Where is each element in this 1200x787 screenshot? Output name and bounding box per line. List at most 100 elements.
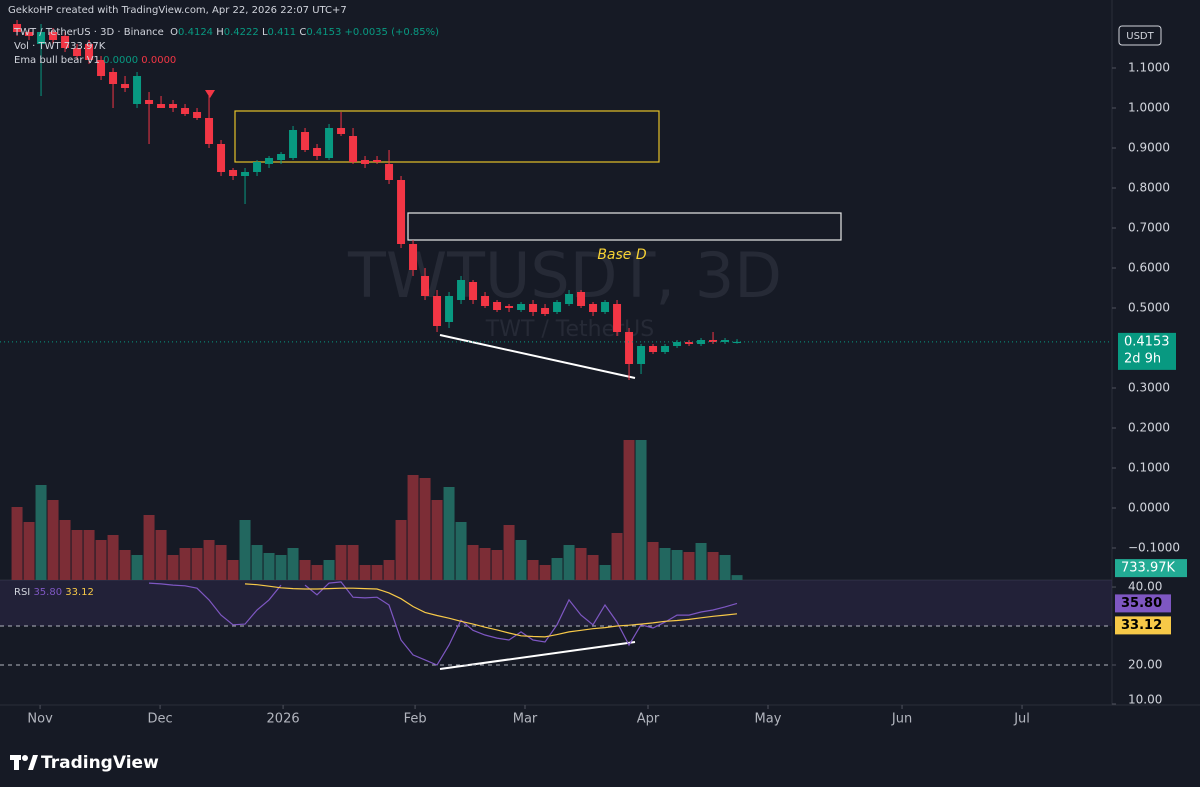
volume-bar [23, 522, 35, 580]
volume-bar [695, 543, 707, 580]
candle-body [37, 32, 46, 44]
candle-body [493, 302, 502, 310]
candle-body [433, 296, 442, 326]
price-box [1118, 332, 1176, 370]
volume-bar [527, 560, 539, 580]
legend-value: 35.80 [33, 587, 63, 598]
candle-body [61, 36, 70, 48]
volume-bar [287, 548, 299, 580]
annotation-label: Base D [597, 247, 647, 263]
y-tick-label: 20.00 [1128, 657, 1162, 671]
volume-bar [47, 500, 59, 580]
volume-bar [443, 487, 455, 580]
x-tick-label: May [755, 712, 782, 727]
volume-bar [35, 485, 47, 580]
rsi-band [0, 580, 1112, 627]
candle-body [565, 294, 574, 304]
x-tick-label: Apr [637, 712, 660, 727]
candle-body [685, 342, 694, 344]
candle-body [661, 346, 670, 352]
price-box-label: 0.4153 [1124, 334, 1170, 349]
watermark: TWTUSDT, 3D [347, 239, 782, 312]
volume-bar [263, 553, 275, 580]
volume-bar [323, 560, 335, 580]
supply-zone [234, 110, 660, 163]
legend-indicator: Ema bull bear V1 0.0000 0.0000 [14, 55, 176, 66]
candle-body [301, 132, 310, 150]
volume-bar [647, 542, 659, 580]
y-tick-label: 0.1000 [1128, 461, 1170, 475]
candle-body [625, 332, 634, 364]
volume-bar [539, 565, 551, 580]
volume-bar [503, 525, 515, 580]
volume-bar [239, 520, 251, 580]
candle-body [277, 154, 286, 160]
volume-bar [275, 555, 287, 580]
candle-body [373, 160, 382, 162]
candle-body [697, 340, 706, 344]
x-tick-label: Mar [513, 712, 538, 727]
legend-value: 0.4124 [178, 27, 214, 38]
candle-body [25, 32, 34, 36]
y-tick-label: 0.0000 [1128, 501, 1170, 515]
candle-body [181, 108, 190, 114]
legend-key: L [261, 27, 268, 38]
legend-key: O [170, 27, 179, 38]
volume-bar [215, 545, 227, 580]
attribution: GekkoHP created with TradingView.com, Ap… [8, 5, 347, 16]
candle-body [289, 130, 298, 158]
candle-body [457, 280, 466, 300]
candle-body [673, 342, 682, 346]
x-tick-label: Feb [404, 712, 427, 727]
volume-bar [551, 558, 563, 580]
currency-box [1118, 25, 1162, 46]
candle-body [109, 72, 118, 84]
rsi-line [148, 581, 738, 666]
volume-bar [683, 552, 695, 580]
y-tick-label: 1.1000 [1128, 61, 1170, 75]
volume-bar [431, 500, 443, 580]
legend-value: 0.4222 [223, 27, 259, 38]
volume-bar [671, 550, 683, 580]
candle-body [637, 346, 646, 364]
candle-body [313, 148, 322, 156]
volume-bar [299, 560, 311, 580]
candle-body [649, 346, 658, 352]
legend-symbol: TWT / TetherUS · 3D · Binance [14, 27, 164, 38]
legend-key: H [216, 27, 224, 38]
candle-body [469, 282, 478, 300]
y-tick-label: 0.5000 [1128, 301, 1170, 315]
volume-bar [119, 550, 131, 580]
volume-bar [95, 540, 107, 580]
candle-body [517, 304, 526, 310]
volume-bar [479, 548, 491, 580]
candle-body [601, 302, 610, 312]
signal-marker [205, 90, 215, 98]
legend-change: +0.0035 (+0.85%) [344, 27, 440, 38]
candle-body [205, 118, 214, 144]
volume-bar [347, 545, 359, 580]
volume-bar [227, 560, 239, 580]
volume-bar [515, 540, 527, 580]
y-tick-label: 0.3000 [1128, 381, 1170, 395]
legend-key: C [299, 27, 307, 38]
candle-body [217, 144, 226, 172]
candle-body [613, 304, 622, 332]
y-tick-label: 10.00 [1128, 693, 1162, 707]
value-box [1115, 616, 1171, 635]
value-box-label: 733.97K [1121, 561, 1175, 576]
y-tick-label: −0.1000 [1128, 541, 1180, 555]
candle-body [409, 244, 418, 270]
y-tick-label: 0.8000 [1128, 181, 1170, 195]
candle-body [325, 128, 334, 158]
legend-rsi: RSI 35.80 33.12 [14, 587, 94, 598]
legend-volume: Vol · TWT 733.97K [14, 41, 105, 52]
candle-body [577, 292, 586, 306]
value-box-label: 35.80 [1121, 596, 1162, 611]
volume-bar [191, 548, 203, 580]
volume-bar [335, 545, 347, 580]
volume-bar [407, 475, 419, 580]
candle-body [589, 304, 598, 312]
